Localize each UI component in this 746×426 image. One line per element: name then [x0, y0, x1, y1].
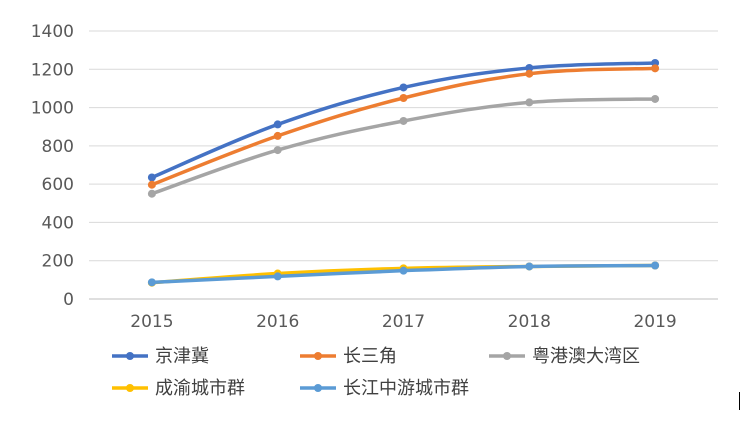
y-tick-label: 1400 [31, 22, 74, 42]
data-point [273, 131, 282, 140]
data-point [651, 261, 660, 270]
legend-swatch-marker [126, 352, 134, 360]
y-tick-label: 600 [42, 175, 74, 195]
y-tick-label: 400 [42, 213, 74, 233]
data-point [147, 278, 156, 287]
y-tick-label: 200 [42, 252, 74, 272]
x-tick-label: 2018 [508, 312, 551, 332]
legend-swatch-marker [126, 384, 134, 392]
legend-swatch-marker [314, 352, 322, 360]
y-tick-label: 0 [63, 290, 74, 310]
legend-item: 京津冀 [112, 346, 209, 367]
data-point [147, 180, 156, 189]
legend-label: 长江中游城市群 [343, 378, 469, 399]
data-point [525, 262, 534, 271]
legend-label: 长三角 [343, 346, 397, 367]
y-axis-ticks: 0 200 400 600 800 1000 1200 1400 [31, 22, 74, 310]
data-point [525, 98, 534, 107]
y-tick-label: 1000 [31, 99, 74, 119]
data-point [147, 189, 156, 198]
data-point [147, 173, 156, 182]
data-point [273, 146, 282, 155]
x-tick-label: 2017 [382, 312, 425, 332]
x-tick-label: 2019 [633, 312, 676, 332]
legend-label: 成渝城市群 [155, 378, 245, 399]
legend-swatch-marker [314, 384, 322, 392]
data-point [273, 272, 282, 281]
gridlines [89, 30, 718, 300]
data-point [525, 63, 534, 72]
series-2 [147, 64, 660, 189]
data-point [399, 116, 408, 125]
series-lines [147, 58, 660, 287]
legend-item: 长三角 [300, 346, 397, 367]
legend-label: 粤港澳大湾区 [532, 346, 640, 367]
legend-swatch-marker [503, 352, 511, 360]
y-tick-label: 800 [42, 137, 74, 157]
text-cursor [739, 392, 740, 410]
legend-item: 粤港澳大湾区 [489, 346, 640, 367]
x-tick-label: 2016 [256, 312, 299, 332]
data-point [399, 266, 408, 275]
legend-label: 京津冀 [155, 346, 209, 367]
data-point [651, 94, 660, 103]
data-point [399, 83, 408, 92]
y-tick-label: 1200 [31, 60, 74, 80]
series-3 [147, 94, 660, 198]
series-1 [147, 58, 660, 182]
series-5 [147, 261, 660, 287]
data-point [525, 69, 534, 78]
legend-item: 长江中游城市群 [300, 378, 469, 399]
x-tick-label: 2015 [130, 312, 173, 332]
data-point [651, 64, 660, 73]
data-point [273, 120, 282, 129]
x-axis-ticks: 2015 2016 2017 2018 2019 [130, 312, 676, 332]
legend-item: 成渝城市群 [112, 378, 245, 399]
data-point [399, 94, 408, 102]
